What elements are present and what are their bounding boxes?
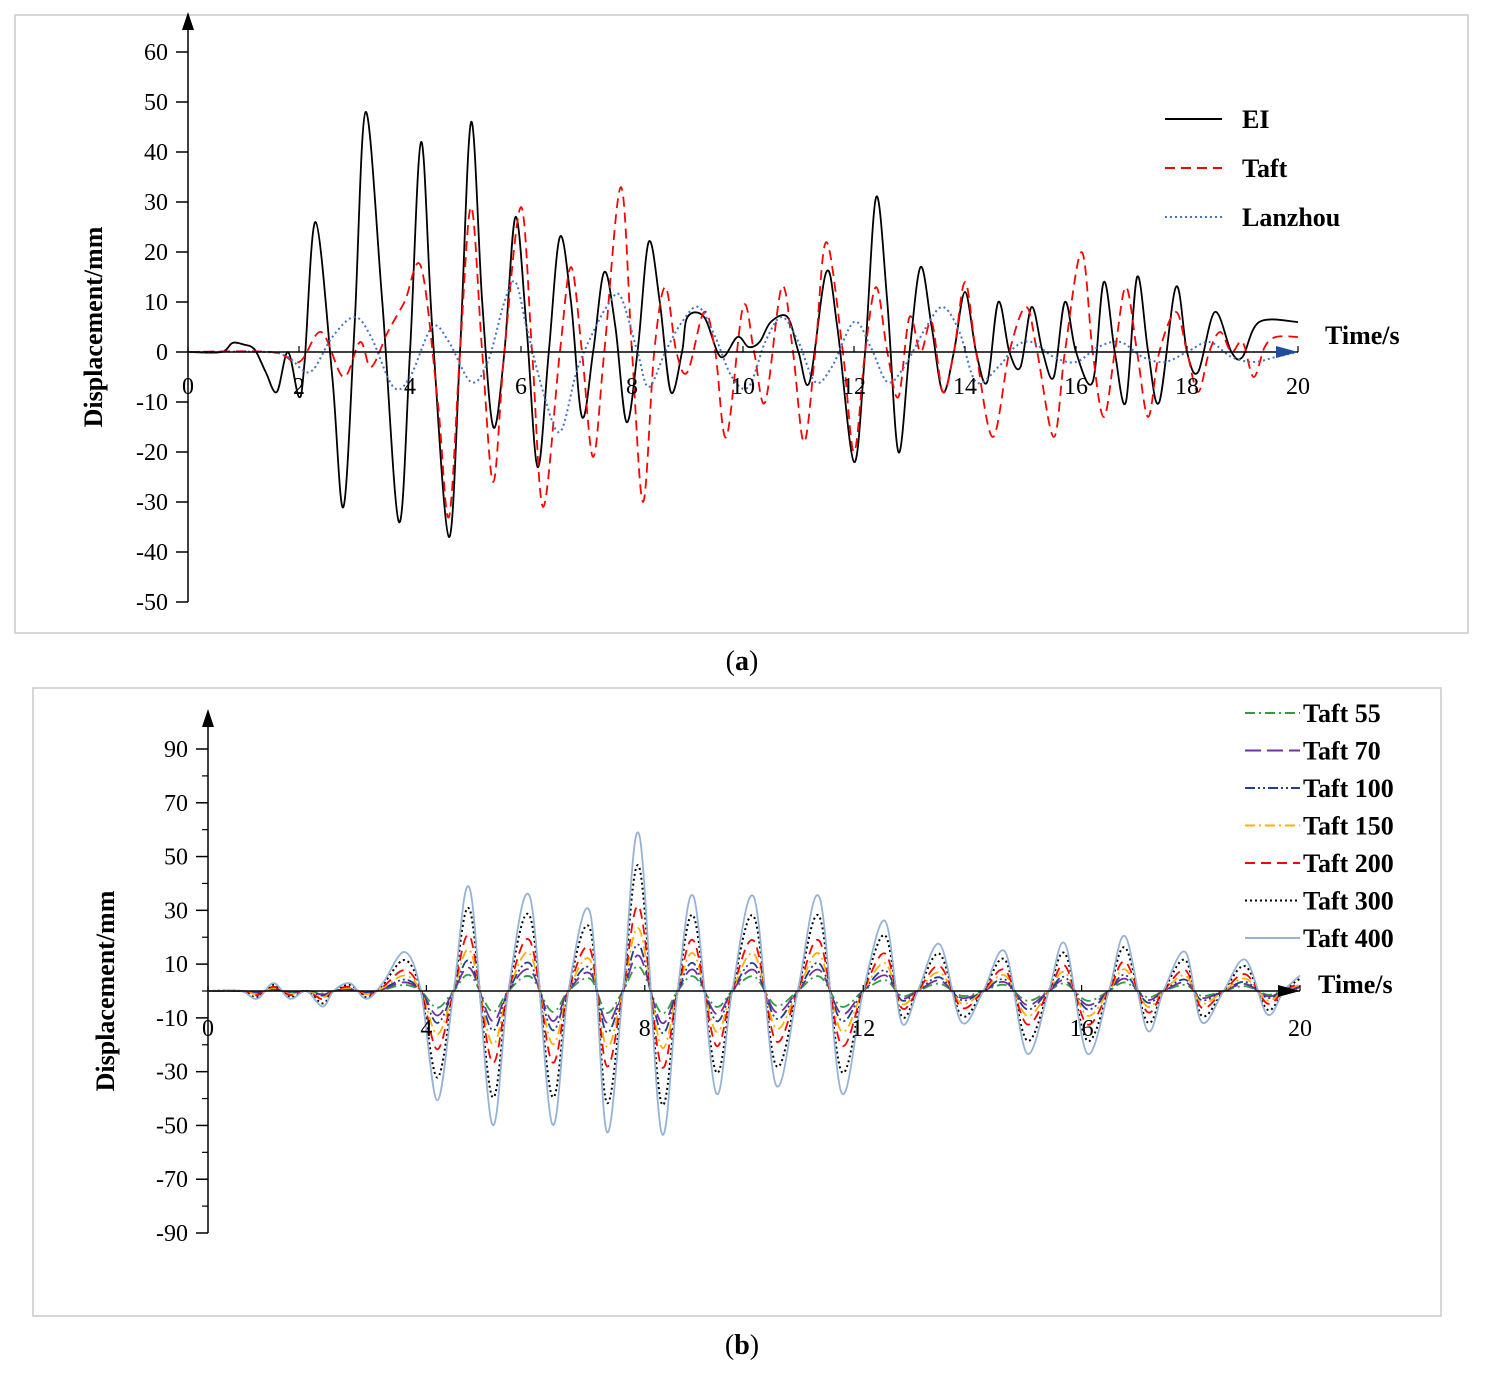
chart-b-y-tick-label: -70 [156,1167,188,1193]
chart-a-y-tick-label: 0 [156,340,168,366]
chart-a-x-tick-label: 8 [626,374,638,400]
chart-b-y-axis-label: Displacement/mm [91,890,120,1091]
chart-b-legend-label-taft-200: Taft 200 [1303,849,1394,878]
chart-a-x-tick-label: 16 [1064,374,1088,400]
chart-b-x-axis-label: Time/s [1318,970,1393,999]
caption-b-label: b [734,1330,750,1361]
chart-b-y-axis-arrow [202,709,214,727]
caption-a-label: a [735,646,749,677]
chart-b-x-tick-label: 8 [639,1016,651,1042]
caption-b: (b) [724,1330,760,1361]
chart-b-y-tick-label: -30 [156,1060,188,1086]
chart-b-series-taft-300 [207,864,1301,1106]
chart-b-x-axis-arrow [1278,985,1300,997]
chart-a-y-tick-label: -50 [136,590,168,616]
chart-a-y-tick-label: 20 [144,240,168,266]
chart-b-y-tick-label: 50 [164,845,188,871]
chart-a-y-tick-label: 50 [144,90,168,116]
chart-a-y-axis-label: Displacement/mm [79,226,108,427]
chart-a: 6050403020100-10-20-30-40-50Displacement… [79,12,1400,616]
chart-b-x-tick-label: 20 [1288,1016,1312,1042]
chart-b-y-tick-label: -10 [156,1006,188,1032]
chart-b-legend-label-taft-70: Taft 70 [1303,737,1381,766]
chart-a-x-tick-label: 6 [515,374,527,400]
chart-a-y-tick-label: 30 [144,190,168,216]
chart-a-x-tick-label: 2 [293,374,305,400]
chart-a-legend-label-lanzhou: Lanzhou [1242,203,1340,232]
panel-a-frame [14,14,1469,634]
chart-b-x-tick-label: 12 [851,1016,875,1042]
chart-b-y-tick-label: -90 [156,1221,188,1247]
chart-a-legend-label-ei: EI [1242,105,1269,134]
chart-b-x-tick-label: 0 [202,1016,214,1042]
chart-a-x-tick-label: 0 [182,374,194,400]
caption-a: (a) [725,646,759,677]
chart-b-x-tick-label: 16 [1070,1016,1094,1042]
chart-a-x-tick-label: 18 [1175,374,1199,400]
chart-b-y-tick-label: 30 [164,898,188,924]
chart-a-y-tick-label: 40 [144,140,168,166]
chart-a-x-tick-label: 10 [731,374,755,400]
chart-a-y-axis-arrow [182,12,194,30]
chart-a-y-tick-label: 10 [144,290,168,316]
chart-a-y-tick-label: -30 [136,490,168,516]
chart-a-x-axis-arrow [1276,346,1298,358]
chart-b-legend-label-taft-400: Taft 400 [1303,924,1394,953]
chart-a-x-tick-label: 12 [842,374,866,400]
chart-a-y-tick-label: 60 [144,40,168,66]
chart-a-series-lanzhou [187,280,1299,434]
chart-a-x-tick-label: 14 [953,374,977,400]
chart-b-y-tick-label: -50 [156,1113,188,1139]
chart-b-y-tick-label: 90 [164,737,188,763]
chart-a-x-axis-label: Time/s [1325,321,1400,350]
chart-a-y-tick-label: -10 [136,390,168,416]
chart-a-series-taft [187,186,1299,519]
panel-b-frame [32,687,1442,1317]
chart-a-x-tick-label: 20 [1286,374,1310,400]
chart-a-legend-label-taft: Taft [1242,154,1288,183]
chart-b-series-taft-100 [207,943,1301,1034]
chart-b-x-tick-label: 4 [420,1016,432,1042]
chart-a-y-tick-label: -20 [136,440,168,466]
chart-b-y-tick-label: 70 [164,791,188,817]
chart-b-legend-label-taft-55: Taft 55 [1303,699,1381,728]
chart-a-y-tick-label: -40 [136,540,168,566]
chart-b-legend-label-taft-300: Taft 300 [1303,887,1394,916]
chart-b: 90 70 50 30 10 -10 -30 -50 -70 -90 Displacement/mm… [91,699,1394,1247]
chart-b-y-tick-label: 10 [164,952,188,978]
chart-b-legend-label-taft-100: Taft 100 [1303,774,1394,803]
chart-b-legend-label-taft-150: Taft 150 [1303,812,1394,841]
chart-a-x-tick-label: 4 [404,374,416,400]
